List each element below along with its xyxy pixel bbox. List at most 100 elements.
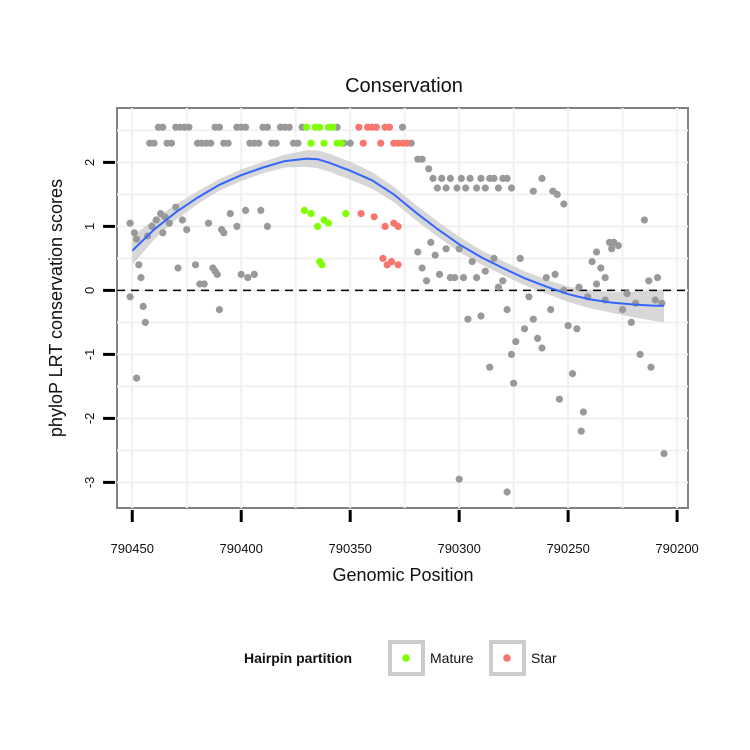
point-other [645,277,653,285]
point-other [425,165,433,173]
point-star [359,139,367,147]
point-other [455,475,463,483]
point-other [451,274,459,282]
x-tick-label: 790400 [220,541,263,556]
point-other [242,206,250,214]
point-other [213,270,221,278]
point-other [575,283,583,291]
point-mature [337,139,346,147]
point-other [457,174,465,182]
x-tick-label: 790350 [328,541,371,556]
point-other [442,245,450,253]
point-mature [313,222,322,230]
y-tick-label: -2 [82,413,97,425]
y-tick-label: 1 [82,223,97,230]
point-other [220,229,228,237]
point-other [159,123,167,131]
point-other [422,277,431,285]
point-other [130,229,138,237]
x-axis-title: Genomic Position [332,565,473,585]
point-other [200,280,208,288]
point-other [224,139,232,147]
legend-dot-star [503,654,511,662]
point-other [272,139,280,147]
point-star [379,254,387,262]
point-mature [300,206,308,214]
chart-title: Conservation [345,75,463,97]
point-mature [307,139,315,147]
point-other [577,427,585,435]
point-other [429,174,437,182]
point-other [573,325,581,333]
point-other [588,258,596,266]
point-other [486,363,494,371]
point-other [126,219,134,227]
point-other [150,139,158,147]
legend-title: Hairpin partition [244,650,352,666]
point-other [490,254,498,262]
point-other [165,219,173,227]
point-other [592,248,601,256]
point-other [660,450,668,458]
y-tick-label: -1 [82,349,97,361]
point-other [446,174,454,182]
point-mature [324,219,332,227]
point-other [503,306,511,314]
point-mature [329,123,337,131]
x-tick-label: 790200 [655,541,698,556]
point-other [263,123,271,131]
point-other [226,210,234,218]
point-star [394,222,402,230]
point-other [255,139,263,147]
point-other [538,174,546,182]
point-other [233,222,241,230]
point-other [529,187,537,195]
smooth-line [131,157,664,307]
point-other [398,123,407,131]
y-tick-label: 0 [82,287,97,294]
point-other [185,123,193,131]
point-other [564,322,572,330]
point-other [494,184,502,192]
point-other [466,174,474,182]
point-other [263,222,271,230]
point-other [442,184,450,192]
point-mature [320,139,328,147]
point-other [481,184,489,192]
point-other [418,155,426,163]
point-star [355,123,363,131]
point-other [560,200,568,208]
point-other [623,290,631,298]
point-other [183,226,191,234]
point-other [653,274,662,282]
point-star [377,139,385,147]
point-other [462,184,470,192]
point-other [257,206,265,214]
point-other [135,261,143,269]
point-other [525,293,533,301]
point-other [455,245,463,253]
x-tick-label: 790250 [546,541,589,556]
confidence-band-area [132,150,665,323]
point-other [294,139,302,147]
data-points [126,123,668,496]
point-other [174,264,182,272]
point-other [503,488,511,496]
point-other [477,174,485,182]
point-other [516,254,524,262]
point-other [453,184,461,192]
point-other [507,350,516,358]
point-other [468,258,476,266]
point-star [385,123,393,131]
point-mature [318,261,326,269]
point-star [381,222,389,230]
point-other [477,312,485,320]
y-tick-label: -3 [82,477,97,489]
point-other [592,280,601,288]
point-other [285,123,293,131]
legend-label-star: Star [531,650,557,666]
point-other [647,363,655,371]
y-axis-title: phyloP LRT conservation scores [46,179,66,437]
point-other [538,344,546,352]
point-other [520,325,529,333]
